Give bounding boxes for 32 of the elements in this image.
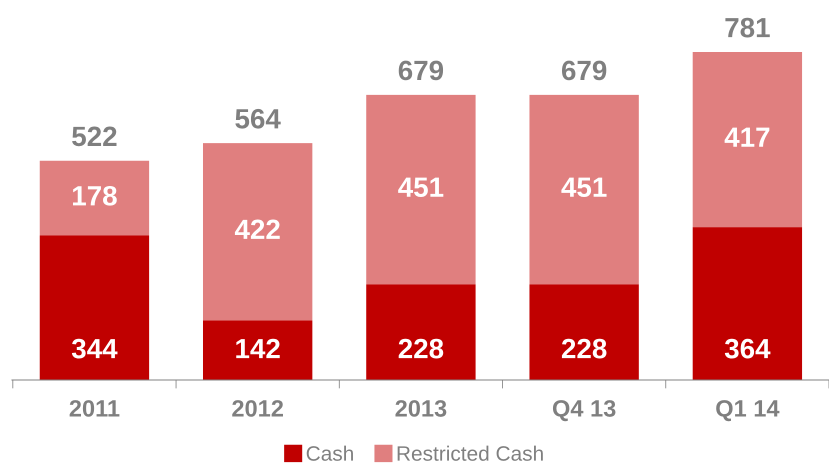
data-label: 228	[562, 338, 606, 358]
total-label: 564	[235, 108, 281, 129]
bar	[529, 284, 639, 380]
data-label: 178	[73, 186, 117, 206]
data-label: 422	[234, 220, 280, 239]
bar	[366, 284, 476, 380]
data-label: 228	[398, 338, 444, 358]
bar	[40, 160, 150, 236]
x-tick-label: Q4 13	[552, 400, 616, 422]
data-label: 344	[72, 338, 118, 358]
bar	[202, 143, 312, 320]
x-tick-label: 2012	[232, 400, 283, 417]
data-label: 451	[561, 178, 607, 197]
bar	[692, 52, 802, 228]
legend-label: Cash	[306, 446, 353, 461]
legend-label: Restricted Cash	[398, 446, 543, 461]
data-label: 364	[724, 338, 770, 358]
total-label: 679	[562, 60, 606, 80]
data-label: 451	[398, 178, 444, 197]
total-label: 522	[72, 126, 116, 146]
bar	[366, 94, 476, 284]
total-label: 781	[725, 18, 770, 38]
x-tick-label: 2011	[70, 400, 120, 417]
bar	[529, 94, 639, 284]
bar	[202, 320, 312, 380]
bar	[692, 227, 802, 380]
total-label: 679	[398, 60, 444, 80]
bar	[40, 236, 150, 380]
data-label: 142	[236, 338, 280, 358]
x-tick-label: Q1 14	[716, 400, 780, 422]
x-tick-label: 2013	[395, 400, 446, 417]
data-label: 417	[724, 128, 770, 147]
